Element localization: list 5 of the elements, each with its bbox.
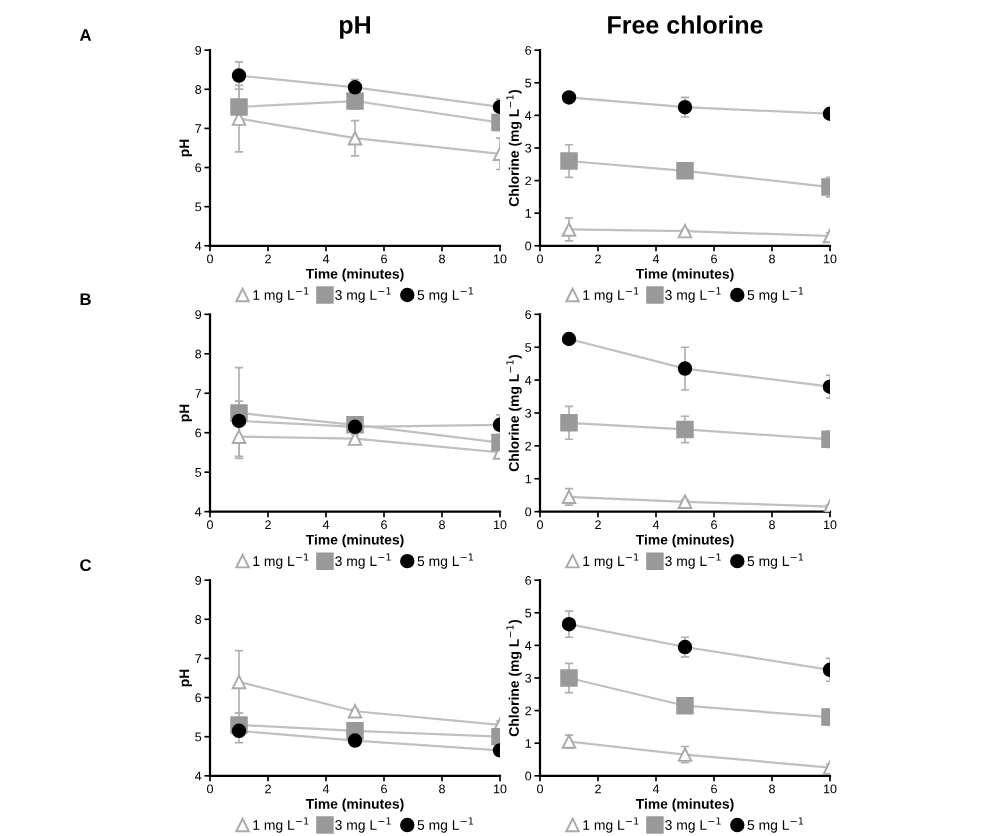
text: B bbox=[80, 293, 91, 305]
text: C bbox=[80, 559, 92, 572]
chart-title: Free chlorine bbox=[608, 15, 763, 34]
chart-title: pH bbox=[339, 16, 370, 39]
text: A bbox=[79, 29, 92, 41]
